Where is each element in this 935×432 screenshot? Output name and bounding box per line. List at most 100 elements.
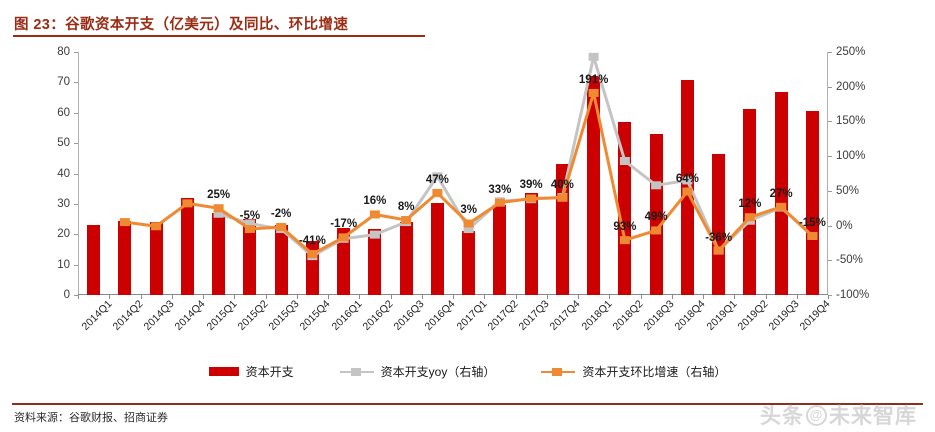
data-label-2017Q1: 3% xyxy=(460,204,477,217)
right-axis-tick-label: 0% xyxy=(836,219,853,232)
category-axis-tick xyxy=(609,295,611,299)
data-label-2015Q1: 25% xyxy=(207,189,231,202)
bar-2016Q4 xyxy=(430,202,444,295)
category-label-2017Q4: 2017Q4 xyxy=(547,298,583,333)
category-axis-tick xyxy=(140,295,142,299)
data-label-2015Q3: -2% xyxy=(270,207,292,220)
right-axis-tick-label: -100% xyxy=(836,289,870,301)
legend-item-0[interactable]: 资本开支 xyxy=(208,363,294,380)
title-divider xyxy=(13,35,425,37)
category-axis-tick xyxy=(78,295,79,299)
bar-2018Q3 xyxy=(649,134,663,295)
category-label-2018Q4: 2018Q4 xyxy=(672,298,708,333)
data-label-2019Q4: -15% xyxy=(798,216,826,229)
data-label-2017Q2: 33% xyxy=(488,183,512,196)
category-axis-tick xyxy=(296,295,298,299)
marker-2019Q4 xyxy=(807,231,818,240)
category-axis-tick xyxy=(671,295,673,299)
category-labels: 2014Q1 2014Q2 2014Q3 2014Q4 2015Q1 2015Q2 2015… xyxy=(78,298,833,360)
data-label-2016Q2: 16% xyxy=(363,195,387,208)
category-label-2018Q1: 2018Q1 xyxy=(579,298,615,333)
category-label-2017Q1: 2017Q1 xyxy=(454,298,490,333)
chart-legend: 资本开支 资本开支yoy（右轴） 资本开支环比增速（右轴） xyxy=(0,363,935,380)
bar-2019Q2 xyxy=(743,108,757,295)
figure-title: 图 23：谷歌资本开支（亿美元）及同比、环比增速 xyxy=(14,17,349,33)
marker-2016Q2 xyxy=(369,230,380,239)
category-label-2016Q1: 2016Q1 xyxy=(329,298,365,333)
data-label-2018Q1: 191% xyxy=(578,73,609,86)
data-label-2019Q1: -36% xyxy=(705,231,733,244)
right-axis-tick-label: 150% xyxy=(836,115,866,128)
bar-2018Q4 xyxy=(680,79,694,295)
right-axis-tick xyxy=(828,190,832,192)
bar-2018Q1 xyxy=(587,76,601,295)
right-axis-tick xyxy=(828,156,832,158)
category-axis-tick xyxy=(359,295,361,299)
right-axis-tick xyxy=(828,225,832,227)
data-label-2015Q2: -5% xyxy=(239,210,261,223)
marker-2017Q3 xyxy=(526,194,537,203)
category-label-2015Q3: 2015Q3 xyxy=(266,298,302,333)
category-axis-tick xyxy=(109,295,111,299)
legend-label: 资本开支环比增速（右轴） xyxy=(582,365,727,379)
category-axis-tick xyxy=(265,295,267,299)
left-axis-tick xyxy=(74,234,78,236)
category-axis-tick xyxy=(578,295,579,299)
marker-2018Q2 xyxy=(619,157,630,166)
bar-2015Q1 xyxy=(212,213,226,295)
legend-item-1[interactable]: 资本开支yoy（右轴） xyxy=(339,363,495,380)
data-label-2018Q2: 93% xyxy=(613,221,637,234)
bar-2016Q3 xyxy=(399,221,413,295)
category-axis-line xyxy=(78,294,828,295)
category-label-2019Q1: 2019Q1 xyxy=(704,298,740,333)
left-axis-line xyxy=(78,52,79,295)
data-label-2019Q3: 27% xyxy=(769,187,793,200)
category-label-2014Q3: 2014Q3 xyxy=(141,298,177,333)
bar-2015Q3 xyxy=(274,225,288,295)
marker-2015Q1 xyxy=(213,209,224,218)
left-axis-tick-label: 10 xyxy=(57,258,70,271)
footer-divider xyxy=(12,403,923,405)
data-label-2015Q4: -41% xyxy=(298,235,326,248)
marker-2018Q1 xyxy=(588,52,599,61)
data-label-2016Q4: 47% xyxy=(425,173,449,186)
category-label-2014Q4: 2014Q4 xyxy=(172,298,208,333)
bar-2015Q2 xyxy=(243,218,257,295)
marker-2017Q2 xyxy=(494,198,505,207)
marker-2017Q4 xyxy=(557,193,568,202)
left-axis-tick xyxy=(74,295,78,296)
left-axis-tick-label: 0 xyxy=(63,289,70,301)
category-axis-tick xyxy=(484,295,486,299)
marker-2015Q2 xyxy=(244,225,255,234)
right-axis-tick xyxy=(828,260,832,262)
category-label-2015Q4: 2015Q4 xyxy=(297,298,333,333)
left-axis-tick-label: 30 xyxy=(57,197,70,210)
right-axis-tick-label: 250% xyxy=(836,46,866,58)
source-note: 资料来源：谷歌财报、招商证券 xyxy=(14,412,168,424)
bar-2016Q2 xyxy=(368,228,382,295)
category-label-2016Q2: 2016Q2 xyxy=(360,298,396,333)
bar-2014Q4 xyxy=(180,198,194,295)
left-axis-tick-label: 80 xyxy=(57,46,70,58)
legend-item-2[interactable]: 资本开支环比增速（右轴） xyxy=(541,363,726,380)
right-axis-tick xyxy=(828,86,832,88)
marker-2016Q4 xyxy=(432,172,443,181)
marker-2016Q3 xyxy=(401,216,412,225)
category-axis-tick xyxy=(796,295,798,299)
marker-2015Q1 xyxy=(213,204,224,213)
plot-area: 80 70 60 50 40 30 20 10 0 250% 200% 150% 100% 50% 0% -… xyxy=(57,46,869,301)
left-axis-tick-label: 70 xyxy=(57,76,70,89)
marker-2018Q2 xyxy=(619,236,630,245)
watermark-left-text: 头条 xyxy=(760,405,804,428)
left-axis-tick xyxy=(74,264,78,266)
marker-2019Q2 xyxy=(744,213,755,222)
category-axis-tick xyxy=(515,295,517,299)
right-axis-tick xyxy=(828,52,832,53)
line-yoy xyxy=(218,55,814,258)
category-label-2019Q4: 2019Q4 xyxy=(797,298,833,333)
right-axis-tick-label: 100% xyxy=(836,150,866,163)
category-axis-tick xyxy=(390,295,392,299)
category-axis-tick xyxy=(453,295,454,299)
category-axis-tick xyxy=(203,295,204,299)
category-axis-tick xyxy=(421,295,423,299)
